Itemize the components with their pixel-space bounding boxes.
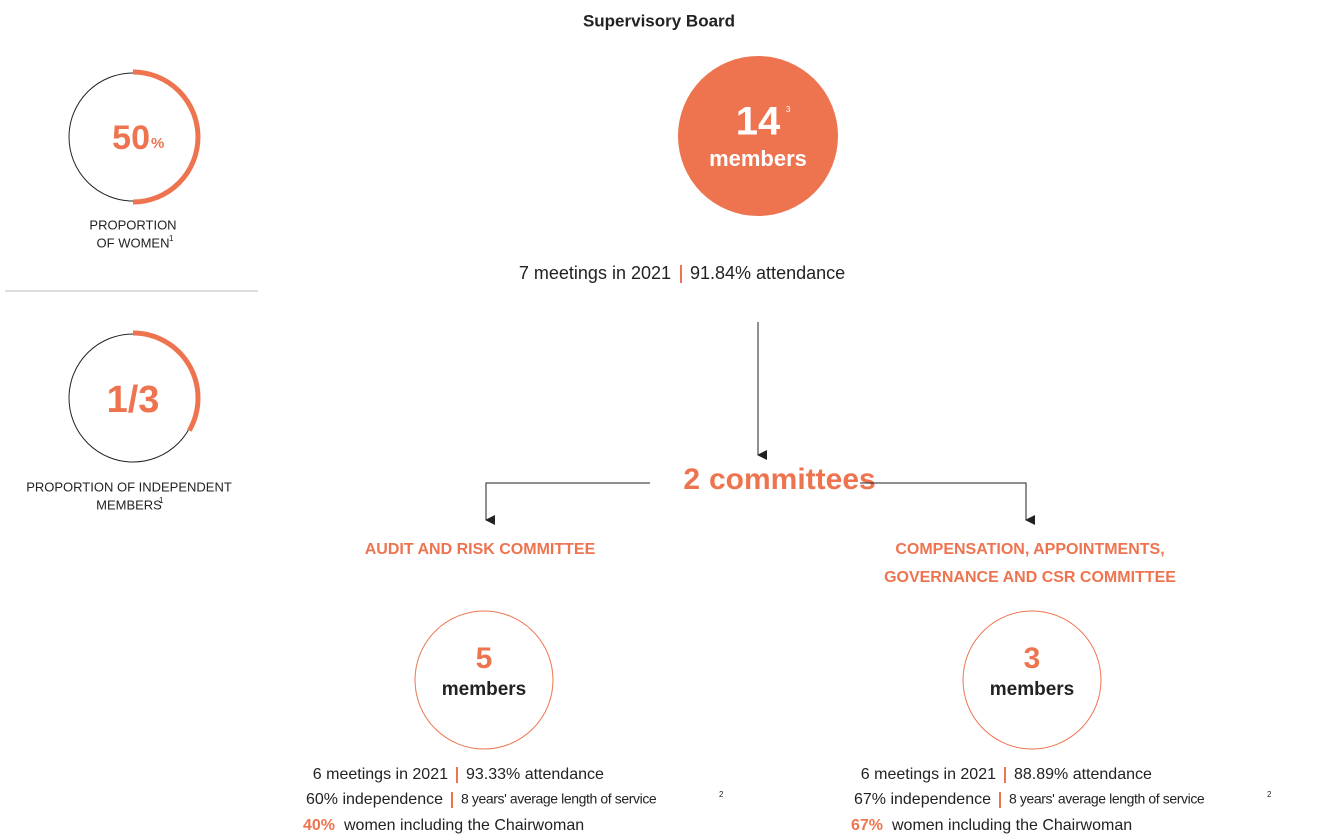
committee-name: AUDIT AND RISK COMMITTEE xyxy=(365,541,596,558)
committee-unit: members xyxy=(990,679,1075,700)
footnote-ref: 3 xyxy=(786,105,791,114)
stat-label: OF WOMEN xyxy=(97,235,170,250)
board-unit: members xyxy=(709,146,807,171)
committee-circle xyxy=(414,610,554,750)
independence: 60% independence xyxy=(306,791,443,808)
footnote-ref: 2 xyxy=(719,790,724,799)
meetings: 6 meetings in 2021 xyxy=(861,766,996,783)
board-meetings: 7 meetings in 2021 xyxy=(519,263,671,283)
service: 8 years' average length of service xyxy=(1009,791,1205,807)
stat-label: MEMBERS xyxy=(96,497,162,512)
stat-label: PROPORTION OF INDEPENDENT xyxy=(26,479,232,494)
stat-value: 1/3 xyxy=(107,379,160,421)
committees-label: committees xyxy=(709,463,876,496)
stat-value: 50 xyxy=(112,119,150,157)
stat-arc xyxy=(132,330,201,432)
attendance: 88.89% attendance xyxy=(1014,766,1152,783)
committee-count: 3 xyxy=(1024,642,1041,675)
committee-unit: members xyxy=(442,679,527,700)
committee-name: COMPENSATION, APPOINTMENTS, xyxy=(895,541,1164,558)
arrow xyxy=(485,482,650,525)
footnote-ref: 2 xyxy=(1267,790,1272,799)
title: Supervisory Board xyxy=(583,11,735,30)
women-share: 67% xyxy=(851,817,883,834)
committee-name: GOVERNANCE AND CSR COMMITTEE xyxy=(884,569,1176,586)
meetings: 6 meetings in 2021 xyxy=(313,766,448,783)
independence: 67% independence xyxy=(854,791,991,808)
stat-arc xyxy=(132,69,201,205)
attendance: 93.33% attendance xyxy=(466,766,604,783)
service: 8 years' average length of service xyxy=(461,791,657,807)
women-text: women including the Chairwoman xyxy=(343,817,584,834)
board-attendance: 91.84% attendance xyxy=(690,263,845,283)
arrow xyxy=(860,482,1035,525)
committee-count: 5 xyxy=(476,642,493,675)
footnote-ref: 1 xyxy=(159,496,164,505)
committee: AUDIT AND RISK COMMITTEE 5 members 6 mee… xyxy=(303,541,724,834)
women-text: women including the Chairwoman xyxy=(891,817,1132,834)
footnote-ref: 1 xyxy=(169,234,174,243)
committee-circle xyxy=(962,610,1102,750)
board-count: 14 xyxy=(736,100,781,144)
stat-unit: % xyxy=(151,135,164,152)
stat-label: PROPORTION xyxy=(89,217,176,232)
board-circle xyxy=(678,56,838,216)
committees-count: 2 xyxy=(683,463,700,496)
women-share: 40% xyxy=(303,817,335,834)
committee: COMPENSATION, APPOINTMENTS, GOVERNANCE A… xyxy=(851,541,1272,834)
